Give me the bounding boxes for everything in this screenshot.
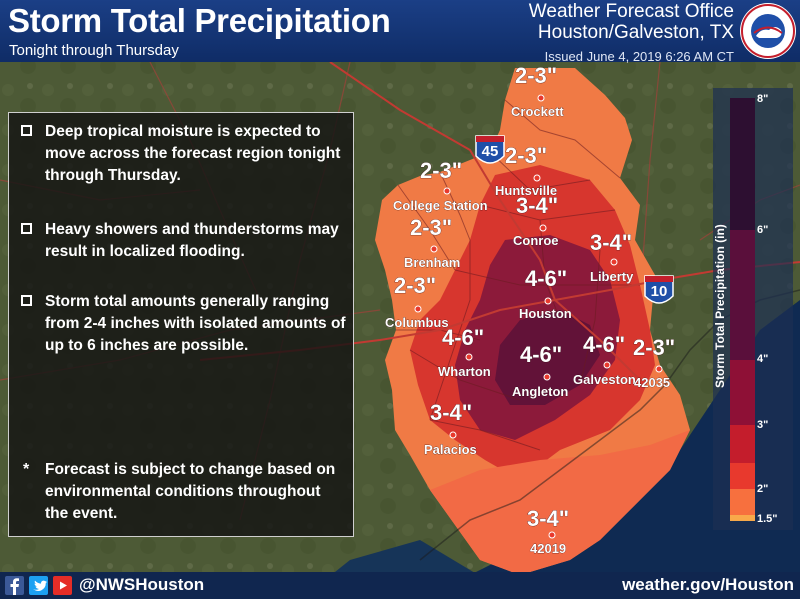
- amount-label-brenham: 2-3": [410, 215, 452, 240]
- amount-label-liberty: 3-4": [590, 230, 632, 255]
- legend-tick-1-5: 1.5": [757, 513, 778, 525]
- gulf-water-lower: [335, 540, 474, 572]
- bullet-amounts: Storm total amounts generally ranging fr…: [21, 291, 347, 357]
- note-text: Forecast is subject to change based on e…: [45, 461, 336, 522]
- info-panel: Deep tropical moisture is expected to mo…: [8, 112, 354, 537]
- city-label-42019: 42019: [530, 541, 566, 556]
- bullet-text: Deep tropical moisture is expected to mo…: [45, 123, 341, 184]
- city-label-crockett: Crockett: [511, 104, 564, 119]
- interstate-10-label: 10: [651, 283, 668, 300]
- legend: 8" 6" 4" 3" 2" 1.5" Storm Total Precipit…: [713, 88, 793, 530]
- footer-bar: @NWSHouston weather.gov/Houston: [0, 572, 800, 599]
- amount-label-crockett: 2-3": [515, 63, 557, 88]
- checkbox-icon: [21, 295, 32, 306]
- precipitation-map: 45 10 2-3" 2-3" 2-3": [0, 62, 800, 572]
- legend-tick-4: 4": [757, 353, 768, 365]
- precip-zone-coast: [430, 430, 690, 572]
- amount-label-angleton: 4-6": [520, 342, 562, 367]
- city-label-brenham: Brenham: [404, 255, 460, 270]
- office-name: Weather Forecast Office: [528, 1, 734, 22]
- city-label-angleton: Angleton: [512, 384, 568, 399]
- interstate-45-shield: 45: [475, 135, 505, 164]
- social-handle-link[interactable]: @NWSHouston: [79, 575, 205, 594]
- legend-tick-6: 6": [757, 224, 768, 236]
- nws-logo: [740, 3, 796, 59]
- header-bar: Storm Total Precipitation Tonight throug…: [0, 0, 800, 64]
- city-label-liberty: Liberty: [590, 269, 634, 284]
- city-label-college-station: College Station: [393, 198, 488, 213]
- legend-tick-2: 2": [757, 483, 768, 495]
- graphic-title: Storm Total Precipitation: [8, 2, 391, 39]
- office-location: Houston/Galveston, TX: [537, 22, 734, 43]
- city-label-conroe: Conroe: [513, 233, 559, 248]
- city-label-palacios: Palacios: [424, 442, 477, 457]
- bullet-note: * Forecast is subject to change based on…: [21, 459, 347, 525]
- checkbox-icon: [21, 223, 32, 234]
- legend-title: Storm Total Precipitation (in): [713, 224, 727, 388]
- office-block: Weather Forecast Office Houston/Galvesto…: [529, 1, 734, 64]
- legend-tick-3: 3": [757, 419, 768, 431]
- graphic-subtitle: Tonight through Thursday: [9, 42, 179, 59]
- website-link[interactable]: weather.gov/Houston: [622, 575, 794, 594]
- social-icons: [5, 576, 72, 595]
- bullet-storms: Heavy showers and thunderstorms may resu…: [21, 219, 347, 263]
- city-dots: [414, 94, 663, 539]
- asterisk-marker: *: [23, 461, 30, 478]
- amount-label-columbus: 2-3": [394, 273, 436, 298]
- city-label-galveston: Galveston: [573, 372, 636, 387]
- precip-zone-core: [495, 310, 600, 405]
- bullet-moisture: Deep tropical moisture is expected to mo…: [21, 121, 347, 187]
- amount-label-conroe: 3-4": [516, 193, 558, 218]
- issued-timestamp: Issued June 4, 2019 6:26 AM CT: [544, 49, 734, 64]
- amount-label-42035: 2-3": [633, 335, 675, 360]
- amount-label-houston: 4-6": [525, 266, 567, 291]
- interstate-10-shield: 10: [644, 275, 674, 304]
- legend-tick-8: 8": [757, 93, 768, 105]
- bullet-text: Storm total amounts generally ranging fr…: [45, 293, 346, 354]
- amount-label-42019: 3-4": [527, 506, 569, 531]
- checkbox-icon: [21, 125, 32, 136]
- youtube-icon[interactable]: [53, 576, 72, 595]
- city-label-columbus: Columbus: [385, 315, 449, 330]
- amount-label-college-station: 2-3": [420, 158, 462, 183]
- amount-label-wharton: 4-6": [442, 325, 484, 350]
- amount-label-north-central: 2-3": [505, 143, 547, 168]
- interstate-45-label: 45: [482, 143, 499, 160]
- amount-label-palacios: 3-4": [430, 400, 472, 425]
- twitter-icon[interactable]: [29, 576, 48, 595]
- bullet-text: Heavy showers and thunderstorms may resu…: [45, 221, 339, 260]
- facebook-icon[interactable]: [5, 576, 24, 595]
- city-label-wharton: Wharton: [438, 364, 491, 379]
- amount-label-galveston: 4-6": [583, 332, 625, 357]
- city-label-houston: Houston: [519, 306, 572, 321]
- city-label-42035: 42035: [634, 375, 670, 390]
- city-label-huntsville: Huntsville: [495, 183, 557, 198]
